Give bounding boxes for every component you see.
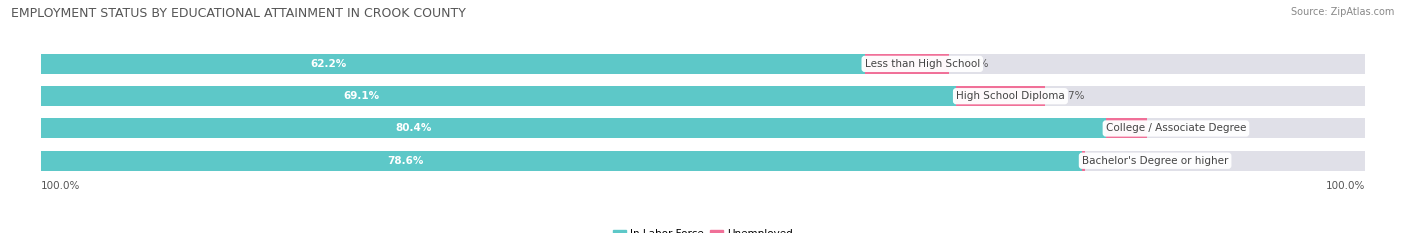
Text: 3.1%: 3.1% (1160, 123, 1187, 134)
Bar (956, 86, 1045, 106)
Text: 78.6%: 78.6% (387, 156, 423, 166)
Text: Less than High School: Less than High School (865, 59, 980, 69)
Bar (41, 118, 1105, 138)
Text: Source: ZipAtlas.com: Source: ZipAtlas.com (1291, 7, 1395, 17)
Bar (41, 54, 1365, 74)
Text: EMPLOYMENT STATUS BY EDUCATIONAL ATTAINMENT IN CROOK COUNTY: EMPLOYMENT STATUS BY EDUCATIONAL ATTAINM… (11, 7, 467, 20)
Legend: In Labor Force, Unemployed: In Labor Force, Unemployed (609, 225, 797, 233)
Bar (1083, 151, 1084, 171)
Bar (1105, 118, 1147, 138)
Bar (41, 54, 865, 74)
Bar (41, 151, 1365, 171)
Text: College / Associate Degree: College / Associate Degree (1105, 123, 1246, 134)
Text: Bachelor's Degree or higher: Bachelor's Degree or higher (1083, 156, 1229, 166)
Bar (41, 151, 1083, 171)
Text: 6.7%: 6.7% (1059, 91, 1084, 101)
Bar (41, 118, 1365, 138)
Text: High School Diploma: High School Diploma (956, 91, 1064, 101)
Bar (41, 86, 1365, 106)
Bar (41, 86, 956, 106)
Text: 69.1%: 69.1% (343, 91, 380, 101)
Bar (865, 54, 949, 74)
Text: 6.4%: 6.4% (963, 59, 990, 69)
Text: 0.2%: 0.2% (1098, 156, 1125, 166)
Text: 62.2%: 62.2% (311, 59, 347, 69)
Text: 100.0%: 100.0% (41, 181, 80, 191)
Text: 80.4%: 80.4% (395, 123, 432, 134)
Text: 100.0%: 100.0% (1326, 181, 1365, 191)
